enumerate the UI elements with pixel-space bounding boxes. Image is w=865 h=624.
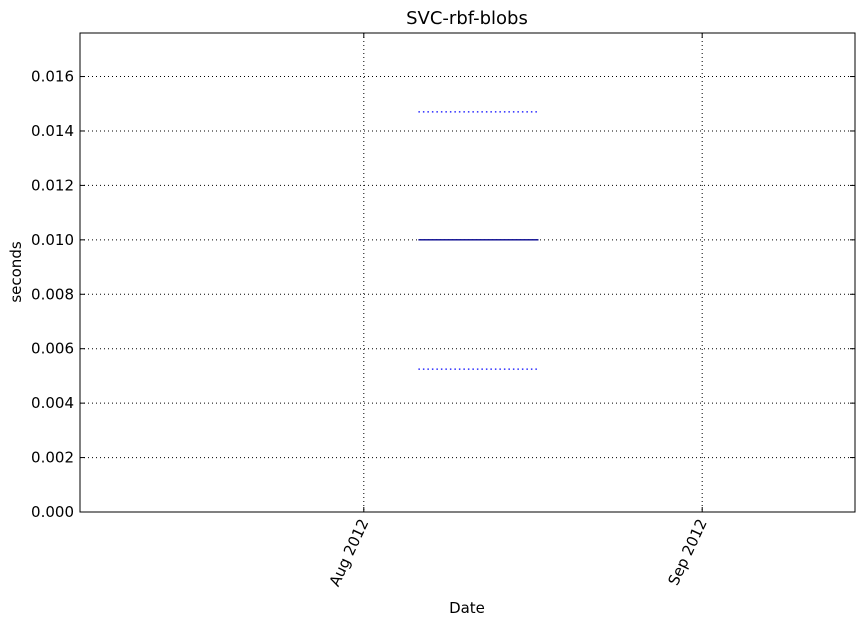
series-group — [418, 111, 539, 370]
y-tick-label: 0.006 — [31, 340, 74, 358]
plot-frame — [79, 32, 856, 513]
y-axis-label: seconds — [7, 241, 25, 302]
x-tick-label: Sep 2012 — [664, 516, 710, 588]
y-tick-label: 0.002 — [31, 449, 74, 467]
y-tick-label: 0.016 — [31, 68, 74, 86]
y-tick-label: 0.010 — [31, 231, 74, 249]
y-axis: 0.000 0.002 0.004 0.006 0.008 0.010 0.012 0.014… — [31, 68, 855, 521]
x-axis: Aug 2012 Sep 2012 — [326, 33, 711, 589]
x-tick-label: Aug 2012 — [326, 516, 373, 589]
y-tick-label: 0.012 — [31, 176, 74, 194]
x-axis-label: Date — [449, 599, 485, 617]
y-tick-label: 0.014 — [31, 122, 74, 140]
y-tick-label: 0.004 — [31, 394, 74, 412]
y-tick-label: 0.008 — [31, 285, 74, 303]
chart-title: SVC-rbf-blobs — [406, 8, 528, 29]
y-tick-label: 0.000 — [31, 503, 74, 521]
grid — [80, 33, 855, 513]
